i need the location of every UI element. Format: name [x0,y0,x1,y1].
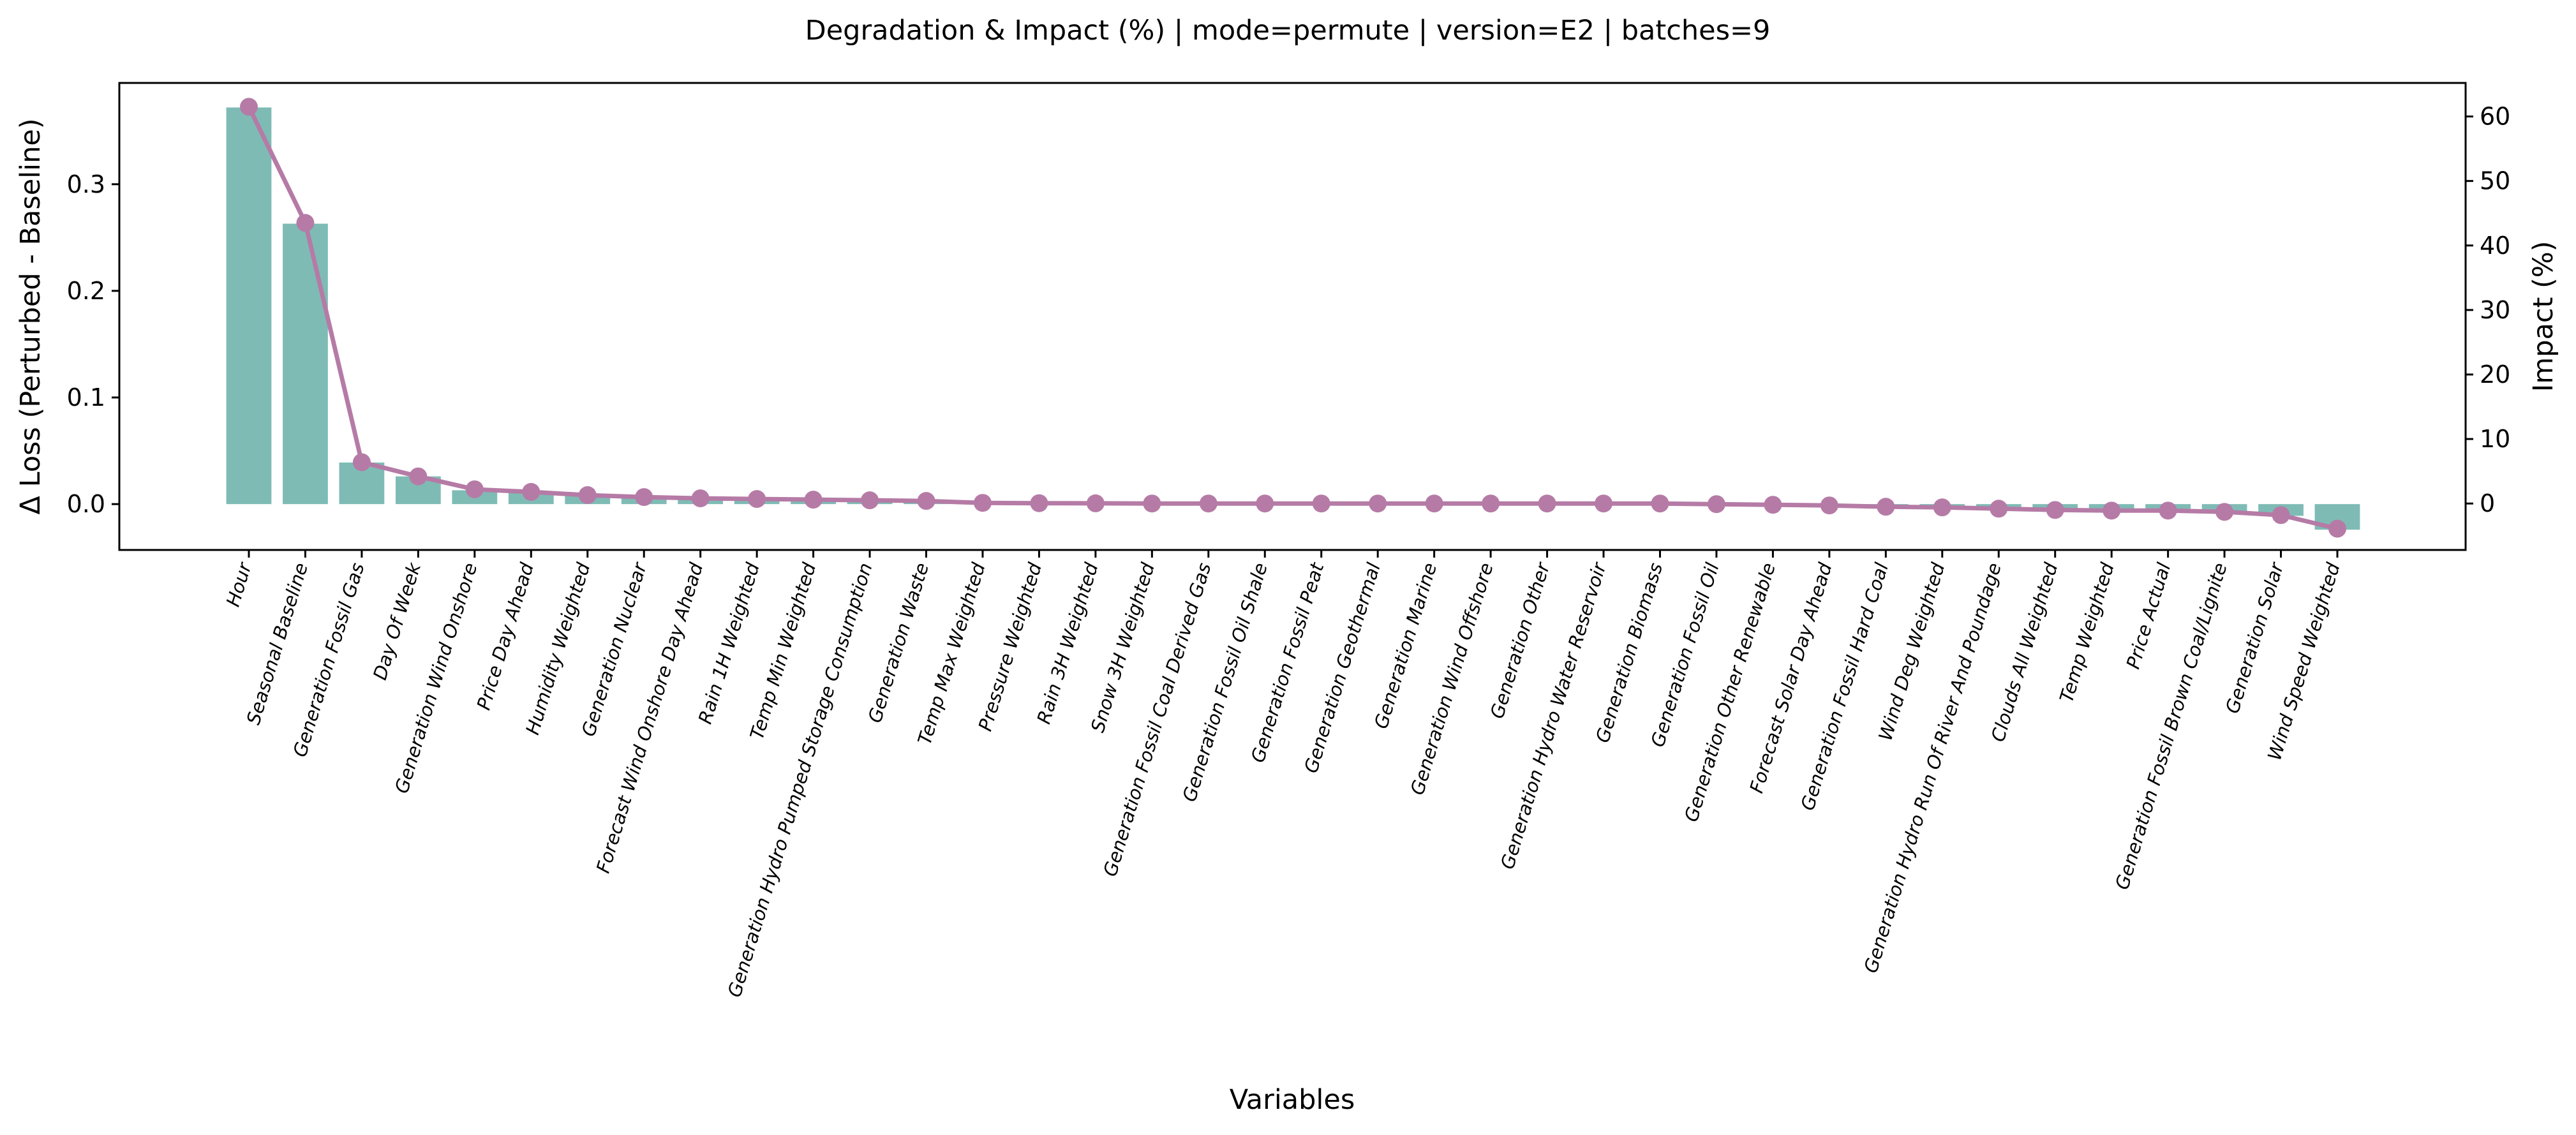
impact-line [246,105,2338,531]
x-tick-label-23: Generation Other [1486,559,1554,721]
x-tick-label-35: Generation Fossil Brown Coal/Lignite [2111,560,2231,892]
impact-point-21 [1425,494,1443,513]
impact-point-17 [1199,494,1217,513]
impact-point-14 [1030,494,1048,512]
impact-point-28 [1820,496,1838,515]
x-tick-label-33: Temp Weighted [2055,560,2118,705]
x-tick-label-5: Price Day Ahead [473,560,539,713]
y-tick-label-right-3: 30 [2480,296,2510,324]
y-tick-label-right-1: 10 [2480,425,2510,453]
impact-point-7 [635,488,653,507]
y-tick-label-right-2: 20 [2480,360,2510,389]
impact-point-31 [1990,500,2008,518]
impact-point-3 [409,467,428,486]
impact-point-12 [917,492,935,510]
impact-point-37 [2328,519,2346,538]
bars-layer [226,107,2360,530]
impact-point-32 [2046,501,2064,519]
plot-frame [118,82,2467,551]
x-tick-label-1: Seasonal Baseline [242,560,312,727]
x-axis-label: Variables [1230,1084,1355,1116]
impact-point-24 [1595,494,1613,513]
y-tick-label-right-0: 0 [2480,489,2495,517]
x-tick-label-31: Generation Hydro Run Of River And Pounda… [1859,560,2005,976]
y-axis-label-right: Impact (%) [2528,241,2559,392]
impact-line-layer [240,98,2346,538]
x-tick-label-17: Generation Fossil Coal Derived Gas [1099,560,1215,879]
impact-point-25 [1651,494,1669,513]
impact-point-35 [2215,503,2234,521]
y-tick-label-right-4: 40 [2480,232,2510,260]
y-tick-label-left-0: 0.0 [67,490,105,518]
impact-point-33 [2103,501,2121,520]
impact-point-18 [1256,494,1274,513]
impact-point-34 [2159,501,2177,520]
impact-point-30 [1933,498,1951,517]
impact-point-10 [804,491,823,509]
y-tick-label-right-6: 60 [2480,103,2510,131]
impact-point-15 [1086,494,1105,512]
x-tick-label-15: Rain 3H Weighted [1032,560,1102,727]
right-axis: 0 10 20 30 40 50 60 [2466,103,2510,517]
x-tick-label-3: Day Of Week [369,560,425,683]
impact-point-8 [691,489,710,508]
left-axis: 0.0 0.1 0.2 0.3 [67,170,119,518]
impact-point-1 [296,214,315,232]
impact-point-19 [1312,494,1330,513]
impact-point-11 [861,491,879,510]
impact-point-0 [240,98,258,116]
impact-point-6 [578,486,597,505]
impact-point-9 [748,490,766,508]
x-tick-label-34: Price Actual [2122,560,2175,671]
bar-0 [226,107,272,505]
y-axis-label-left: Δ Loss (Perturbed - Baseline) [15,118,47,514]
impact-point-16 [1143,494,1161,513]
x-tick-label-9: Rain 1H Weighted [694,560,764,727]
x-tick-label-12: Generation Waste [864,560,934,725]
impact-point-2 [352,453,371,471]
impact-point-22 [1482,494,1500,513]
y-tick-label-right-5: 50 [2480,167,2510,195]
impact-point-4 [465,480,484,498]
y-tick-label-left-1: 0.1 [67,383,105,412]
impact-point-5 [522,483,540,501]
impact-point-27 [1764,496,1782,514]
chart-title: Degradation & Impact (%) | mode=permute … [805,15,1771,47]
x-tick-label-36: Generation Solar [2221,559,2288,716]
x-tick-label-21: Generation Marine [1370,560,1441,731]
bar-1 [283,223,328,505]
impact-point-23 [1538,494,1556,513]
y-tick-label-left-2: 0.2 [67,277,105,305]
x-tick-label-24: Generation Hydro Water Reservoir [1496,559,1611,872]
x-tick-label-0: Hour [222,559,257,609]
y-tick-label-left-3: 0.3 [67,170,105,198]
impact-point-13 [973,494,992,512]
x-tick-label-8: Forecast Wind Onshore Day Ahead [592,560,708,876]
impact-point-29 [1877,498,1895,516]
impact-point-20 [1369,494,1387,513]
x-tick-label-16: Snow 3H Weighted [1087,560,1159,735]
x-tick-label-14: Pressure Weighted [974,560,1046,734]
impact-point-26 [1707,495,1725,514]
impact-point-36 [2272,506,2290,524]
